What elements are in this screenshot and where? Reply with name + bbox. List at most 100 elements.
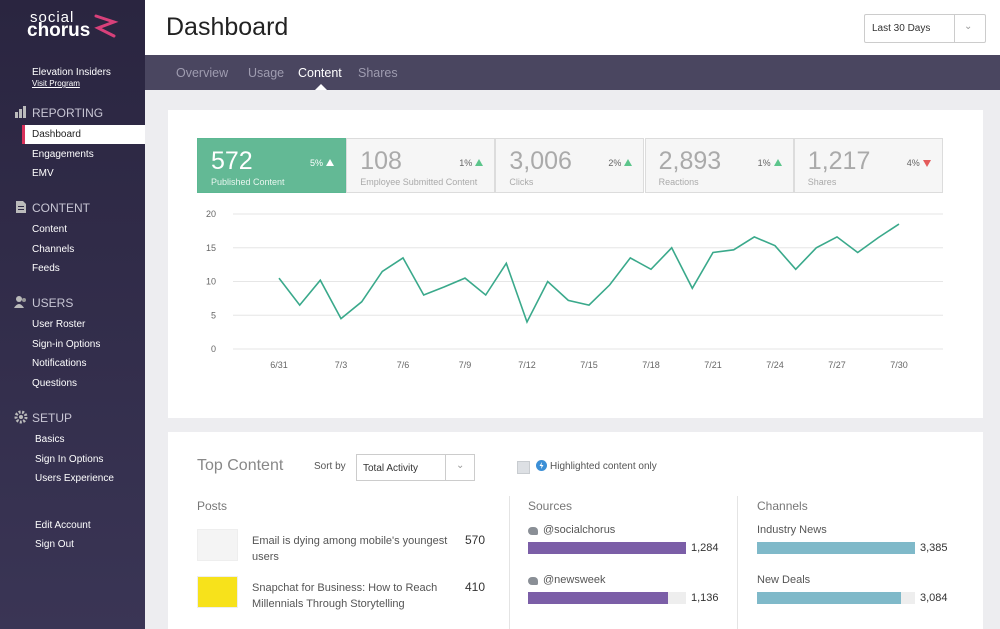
- x-tick-label: 7/9: [459, 360, 472, 370]
- thumbnail: [197, 576, 238, 608]
- line-chart: 0 5 10 15 20 6/31 7/3 7/6 7/9 7/12 7/15 7/18 7/21 7/2…: [206, 209, 943, 370]
- section-icon: [14, 296, 26, 308]
- range-text: Last 30 Days: [872, 23, 931, 34]
- bar: [528, 591, 668, 604]
- stat-label: Reactions: [658, 177, 699, 187]
- caret: ⌄: [964, 21, 973, 32]
- stat-tile: 2,893 Reactions 1%: [644, 138, 794, 193]
- bar-label: 3,084: [920, 591, 948, 604]
- nav-item[interactable]: Sign Out: [35, 539, 74, 550]
- nav-item[interactable]: Feeds: [32, 263, 60, 274]
- y-tick-label: 0: [211, 344, 216, 354]
- logo-top: social: [30, 9, 75, 26]
- column-title: Posts: [197, 499, 228, 513]
- nav-item[interactable]: EMV: [32, 168, 54, 179]
- x-tick-label: 7/15: [580, 360, 598, 370]
- stat-tile: 108 Employee Submitted Content 1%: [346, 138, 496, 193]
- section-icon: [15, 106, 26, 118]
- stat-label: Shares: [807, 177, 837, 187]
- section-icon: [14, 410, 28, 424]
- section-title: CONTENT: [32, 201, 90, 215]
- section-title: Top Content: [197, 457, 284, 474]
- line-series: [278, 223, 900, 325]
- nav-item[interactable]: Edit Account: [35, 520, 91, 531]
- nav-item[interactable]: Users Experience: [35, 473, 114, 484]
- item-name: @socialchorus: [543, 524, 616, 536]
- stat-value: 572: [211, 147, 253, 175]
- twitter-icon: [528, 527, 538, 535]
- highlight-label: Highlighted content only: [550, 461, 657, 472]
- top-bar: Dashboard Last 30 Days ⌄: [145, 0, 1000, 55]
- column-divider: [509, 496, 510, 629]
- section-title: USERS: [32, 296, 74, 310]
- y-tick-label: 15: [206, 243, 216, 253]
- checkbox[interactable]: [517, 461, 530, 474]
- visit-link[interactable]: Visit Program: [32, 79, 80, 88]
- top-content-card: Top Content Sort by Total Activity ⌄ Hig…: [168, 432, 983, 629]
- thumbnail: [197, 529, 238, 561]
- nav-item[interactable]: Sign In Options: [35, 453, 104, 465]
- section-title: REPORTING: [32, 106, 104, 120]
- column-title: Channels: [757, 499, 808, 513]
- post-title[interactable]: Snapchat for Business: How to Reach Mill…: [252, 582, 438, 610]
- trend-arrow: [922, 160, 931, 167]
- nav-item[interactable]: Dashboard: [32, 129, 81, 140]
- trend-arrow: [773, 159, 782, 166]
- nav-item[interactable]: Notifications: [32, 358, 87, 369]
- bar: [757, 591, 901, 604]
- sort-label: Sort by: [314, 461, 346, 472]
- post-title[interactable]: Email is dying among mobile's youngest u…: [252, 535, 448, 563]
- nav-item[interactable]: Basics: [35, 434, 65, 445]
- x-tick-label: 7/12: [518, 360, 536, 370]
- item-name: New Deals: [757, 573, 811, 586]
- page-title: Dashboard: [166, 13, 289, 41]
- y-tick-label: 5: [211, 310, 216, 320]
- overview-card: 0 5 10 15 20 6/31 7/3 7/6 7/9 7/12 7/15 7/18 7/21 7/2…: [168, 110, 983, 418]
- stat-change: 1%: [757, 158, 771, 168]
- bar-label: 3,385: [920, 542, 948, 554]
- stat-value: 1,217: [807, 147, 871, 175]
- y-tick-label: 10: [206, 277, 216, 287]
- stat-change: 2%: [608, 158, 622, 168]
- section-title: SETUP: [32, 411, 73, 425]
- bar: [757, 542, 915, 554]
- x-tick-label: 6/31: [270, 360, 288, 370]
- stat-tile: 572 Published Content 5%: [197, 138, 346, 193]
- range-select[interactable]: Last 30 Days ⌄: [864, 14, 986, 43]
- caret: ⌄: [456, 460, 465, 471]
- trend-arrow: [326, 159, 334, 166]
- bar-label: 1,284: [691, 542, 719, 554]
- stat-change: 5%: [310, 158, 324, 168]
- post-count: 410: [464, 580, 485, 594]
- tab[interactable]: Usage: [248, 66, 285, 80]
- column-divider: [737, 496, 738, 629]
- nav-item[interactable]: Content: [32, 224, 68, 235]
- sidebar: social chorus Elevation Insiders Visit P…: [0, 0, 145, 629]
- nav-item[interactable]: User Roster: [32, 319, 86, 330]
- active-highlight: [22, 125, 145, 144]
- column-title: Sources: [528, 499, 573, 513]
- nav-item[interactable]: Questions: [32, 377, 78, 389]
- nav-item[interactable]: Sign-in Options: [32, 338, 101, 350]
- x-tick-label: 7/3: [335, 360, 348, 370]
- stat-value: 108: [360, 147, 402, 175]
- sort-select[interactable]: Total Activity ⌄: [356, 454, 475, 481]
- stat-tile: 3,006 Clicks 2%: [495, 138, 645, 193]
- x-tick-label: 7/24: [766, 360, 784, 370]
- tab[interactable]: Overview: [176, 66, 229, 80]
- tab-pointer: [315, 84, 327, 90]
- tab-bar: Overview Usage Content Shares: [145, 55, 1000, 90]
- stat-label: Published Content: [211, 177, 285, 187]
- item-name: @newsweek: [543, 573, 606, 586]
- tab[interactable]: Content: [298, 66, 342, 80]
- logo-mark: [94, 14, 119, 38]
- nav-item[interactable]: Channels: [32, 243, 75, 255]
- stat-label: Employee Submitted Content: [360, 177, 478, 187]
- twitter-icon: [528, 576, 538, 585]
- sort-text: Total Activity: [363, 463, 419, 474]
- post-count: 570: [464, 533, 485, 547]
- stat-value: 3,006: [509, 147, 572, 175]
- tab[interactable]: Shares: [358, 66, 398, 80]
- nav-item[interactable]: Engagements: [32, 148, 94, 160]
